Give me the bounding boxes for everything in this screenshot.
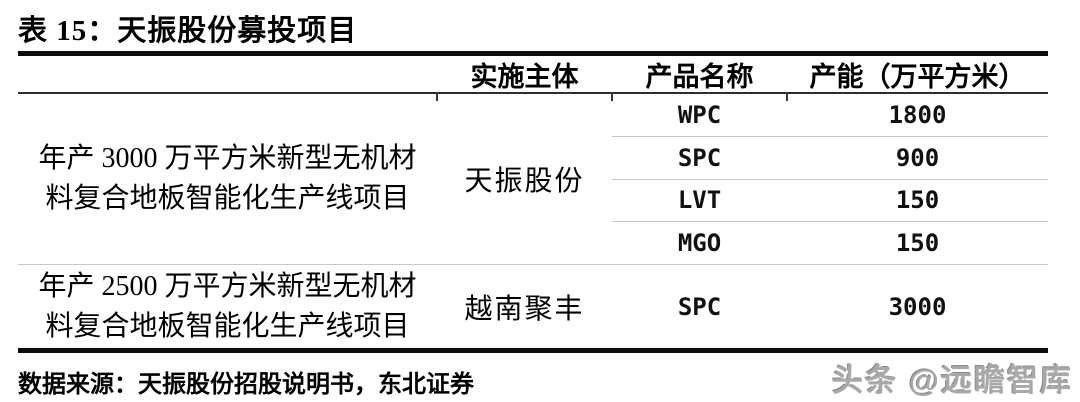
product-capacity: 1800 — [888, 100, 947, 129]
column-divider-tick — [786, 92, 788, 101]
product-name: MGO — [677, 229, 722, 258]
table-row: 年产 2500 万平方米新型无机材料复合地板智能化生产线项目 越南聚丰 SPC … — [18, 264, 1048, 348]
project-name: 年产 2500 万平方米新型无机材料复合地板智能化生产线项目 — [38, 270, 417, 342]
header-capacity: 产能（万平方米） — [809, 61, 1026, 92]
data-source-note: 数据来源：天振股份招股说明书，东北证券 — [18, 372, 474, 398]
product-name: SPC — [677, 143, 722, 172]
product-subrow: LVT 150 — [612, 178, 1048, 222]
project-name: 年产 3000 万平方米新型无机材料复合地板智能化生产线项目 — [38, 143, 417, 214]
project-name-cell: 年产 2500 万平方米新型无机材料复合地板智能化生产线项目 — [18, 265, 437, 348]
product-name: SPC — [677, 292, 722, 321]
projects-table: 实施主体 产品名称 产能（万平方米） 年产 3000 万平方米新型无机材料复合地… — [18, 51, 1048, 353]
entity-cell: 天振股份 — [464, 166, 585, 197]
watermark-toutiao: 头条 @远瞻智库 — [832, 363, 1073, 398]
table-title: 表 15：天振股份募投项目 — [18, 15, 358, 47]
table-header-row: 实施主体 产品名称 产能（万平方米） — [18, 56, 1048, 94]
entity-cell: 越南聚丰 — [464, 293, 585, 325]
product-subrow: WPC 1800 — [612, 94, 1048, 136]
product-capacity: 150 — [895, 229, 940, 258]
product-subrow: MGO 150 — [612, 221, 1048, 264]
product-capacity: 3000 — [888, 292, 947, 321]
project-name-cell: 年产 3000 万平方米新型无机材料复合地板智能化生产线项目 — [18, 94, 437, 264]
column-divider-tick — [611, 92, 613, 101]
product-subrow: SPC 900 — [612, 135, 1048, 179]
header-project-blank — [18, 56, 437, 92]
header-product: 产品名称 — [645, 61, 754, 92]
column-divider-tick — [436, 92, 438, 101]
header-entity: 实施主体 — [470, 61, 579, 92]
product-capacity: 900 — [895, 143, 940, 172]
table-row: 年产 3000 万平方米新型无机材料复合地板智能化生产线项目 天振股份 WPC … — [18, 94, 1048, 264]
product-name: WPC — [677, 100, 722, 129]
product-capacity: 150 — [895, 186, 940, 215]
product-subgrid: WPC 1800 SPC 900 LVT 150 MGO 150 — [612, 94, 1048, 264]
product-name: LVT — [677, 186, 722, 215]
